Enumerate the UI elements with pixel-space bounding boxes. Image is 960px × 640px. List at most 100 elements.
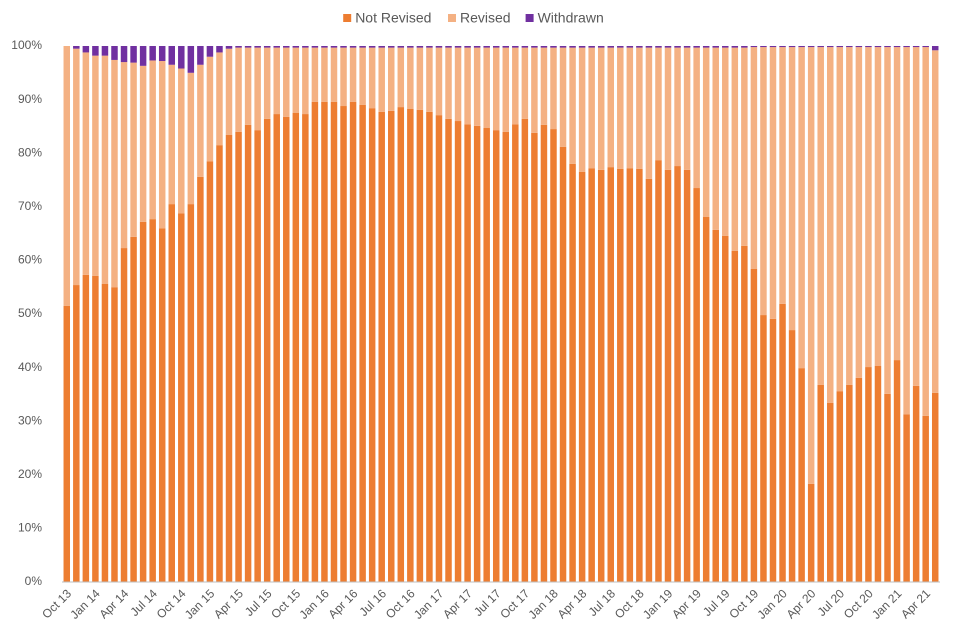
bar-segment [311,47,319,102]
bar-segment [655,160,662,582]
bar-segment [368,108,376,583]
legend-swatch [448,14,456,22]
y-tick-label: 90% [18,92,42,106]
bar-segment [626,46,634,48]
bar-segment [101,55,109,284]
x-tick-label: Jan 19 [640,586,676,622]
bar-segment [311,101,319,582]
bar-segment [855,46,863,48]
bar-segment [874,365,882,582]
bar-segment [340,106,347,583]
bar-segment [827,402,834,582]
bar-segment [578,46,586,48]
bar-segment [130,46,137,63]
bar-segment [664,169,672,583]
bar-segment [540,46,548,48]
bar-segment [454,47,462,122]
bar-segment [874,47,882,366]
x-tick-label: Jan 14 [67,586,103,622]
y-tick-label: 50% [18,306,42,320]
bar-segment [512,46,519,48]
bar-segment [683,46,691,48]
bar-segment [283,116,290,582]
bar-segment [368,46,376,48]
bar-segment [750,46,758,48]
x-tick-label: Apr 17 [440,586,475,621]
bar-segment [349,46,357,48]
bar-segment [101,46,109,56]
bar-segment [349,101,357,582]
legend-label: Revised [460,10,511,26]
y-tick-label: 30% [18,413,42,427]
bar-segment [273,47,280,115]
bar-segment [807,483,815,582]
bar-segment [397,47,405,108]
bar-segment [158,228,166,583]
bar-segment [893,47,901,361]
bar-segment [788,330,796,582]
bar-segment [559,146,567,582]
bar-segment [92,275,99,582]
bar-segment [492,46,500,48]
bar-segment [254,46,261,48]
bar-segment [836,46,844,48]
bar-segment [760,46,767,48]
y-tick-label: 10% [18,521,42,535]
bar-segment [130,62,137,237]
bar-segment [702,216,710,582]
bar-segment [82,52,90,275]
bar-segment [359,104,366,583]
bar-segment [321,47,328,102]
bar-segment [464,47,471,125]
bar-segment [397,46,405,48]
bar-segment [178,213,185,582]
bar-segment [340,46,347,48]
x-tick-label: Apr 20 [784,586,819,621]
bar-segment [139,46,147,66]
bar-segment [731,46,739,48]
bar-segment [492,130,500,583]
bar-segment [865,367,872,582]
bar-segment [550,47,557,130]
bar-segment [617,46,624,48]
bar-segment [445,47,452,119]
legend-label: Not Revised [355,10,431,26]
bar-segment [607,47,614,168]
bar-segment [712,47,719,230]
bar-segment [464,124,471,583]
legend-label: Withdrawn [538,10,604,26]
bar-segment [559,46,567,48]
bar-segment [588,168,595,582]
bar-segment [636,46,643,48]
bar-segment [378,111,385,582]
bar-segment [817,47,824,385]
bar-segment [578,171,586,582]
bar-segment [674,47,681,167]
bar-segment [359,47,366,105]
bar-segment [407,46,414,48]
bar-segment [263,47,271,119]
bar-segment [588,46,595,48]
bar-segment [149,219,156,583]
bar-segment [63,305,71,582]
bar-segment [435,46,443,48]
bar-segment [836,47,844,392]
bar-segment [244,47,252,125]
bar-segment [473,46,481,48]
x-tick-label: Oct 16 [383,586,418,621]
x-tick-label: Oct 18 [612,586,647,621]
bar-segment [741,47,748,246]
bar-segment [855,47,863,378]
bar-segment [531,132,538,582]
bar-segment [426,47,433,112]
x-tick-label: Oct 20 [841,586,876,621]
bar-segment [760,315,767,582]
x-tick-label: Oct 17 [497,586,532,621]
bar-segment [63,46,71,306]
bar-segment [292,113,300,582]
bar-segment [82,274,90,582]
bar-segment [407,47,414,109]
bar-segment [722,46,729,48]
y-tick-label: 20% [18,467,42,481]
bar-segment [702,46,710,48]
